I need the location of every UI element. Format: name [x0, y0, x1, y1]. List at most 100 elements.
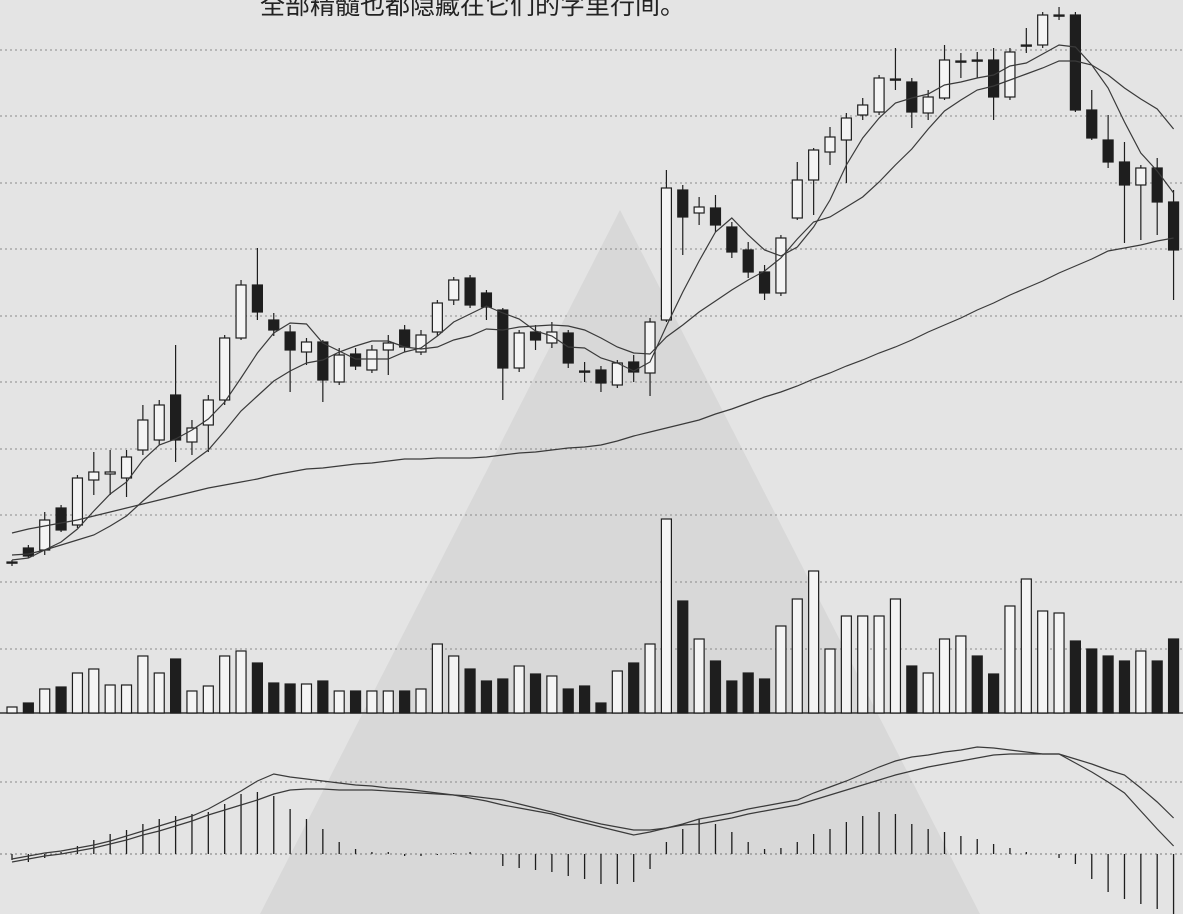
- volume-bar: [775, 625, 787, 714]
- volume-bar: [22, 702, 34, 714]
- volume-bar: [889, 598, 902, 714]
- candle-body: [693, 206, 705, 214]
- volume-bar: [333, 690, 345, 714]
- candle-body: [529, 331, 542, 341]
- volume-bar: [399, 690, 411, 714]
- candle-body: [578, 370, 591, 373]
- volume-bar: [300, 683, 313, 714]
- candle-body: [873, 77, 885, 113]
- candle-body: [857, 104, 869, 116]
- volume-bar: [693, 638, 705, 714]
- volume-bar: [611, 670, 623, 714]
- candle-body: [938, 59, 951, 99]
- volume-bar: [497, 678, 509, 714]
- volume-bar: [742, 672, 754, 714]
- volume-bar: [1069, 640, 1082, 714]
- candle-body: [219, 337, 231, 401]
- volume-bar: [1167, 638, 1180, 714]
- candle-body: [1086, 109, 1098, 139]
- volume-bar: [104, 684, 116, 714]
- volume-bar: [546, 675, 558, 714]
- volume-bar: [120, 684, 133, 714]
- volume-bar: [513, 665, 525, 714]
- candle-body: [611, 362, 623, 386]
- volume-bar: [71, 672, 84, 714]
- volume-bar: [88, 668, 100, 714]
- volume-bar: [366, 690, 378, 714]
- volume-bar: [415, 688, 427, 714]
- volume-bar: [758, 678, 771, 714]
- candle-body: [104, 471, 116, 475]
- candle-body: [480, 292, 493, 308]
- candle-body: [1151, 167, 1163, 203]
- volume-bar: [431, 643, 443, 714]
- candle-body: [153, 404, 165, 441]
- candle-body: [1004, 51, 1016, 98]
- candle-body: [333, 354, 345, 383]
- volume-bar: [1053, 612, 1065, 714]
- volume-bar: [938, 638, 951, 714]
- line: [11, 237, 1174, 534]
- volume-bar: [1020, 578, 1032, 714]
- line: [11, 753, 1175, 863]
- candle-body: [824, 136, 836, 153]
- volume-bar: [349, 690, 362, 714]
- volume-bar: [987, 673, 1000, 714]
- candle-body: [628, 361, 640, 373]
- volume-bar: [726, 680, 738, 714]
- volume-bar: [251, 662, 263, 714]
- volume-bar: [529, 673, 542, 714]
- candle-body: [88, 471, 100, 481]
- candle-body: [513, 332, 525, 369]
- candle-body: [464, 277, 476, 306]
- candle-body: [808, 149, 820, 181]
- background-shape: [260, 210, 980, 914]
- volume-bar: [808, 570, 820, 714]
- volume-bar: [628, 662, 640, 714]
- volume-bar: [235, 650, 247, 714]
- volume-bar: [840, 615, 852, 714]
- volume-bar: [1151, 660, 1163, 714]
- candle-body: [595, 369, 607, 384]
- volume-bar: [857, 615, 869, 714]
- candle-body: [415, 334, 427, 353]
- candle-body: [382, 342, 394, 351]
- candle-body: [300, 341, 313, 353]
- candle-body: [497, 309, 509, 369]
- candle-body: [922, 96, 934, 114]
- volume-bar: [202, 685, 214, 714]
- candle-body: [1167, 201, 1180, 251]
- volume-bar: [971, 655, 983, 714]
- volume-bar: [1135, 650, 1147, 714]
- volume-bar: [578, 685, 591, 714]
- volume-bar: [137, 655, 149, 714]
- line: [11, 60, 1175, 556]
- volume-bar: [464, 668, 476, 714]
- candle-body: [840, 117, 852, 141]
- volume-bar: [448, 655, 460, 714]
- candle-body: [268, 319, 280, 331]
- volume-bar: [562, 688, 574, 714]
- volume-bar: [922, 672, 934, 714]
- volume-bar: [644, 643, 656, 714]
- candle-body: [399, 329, 411, 348]
- volume-bar: [1037, 610, 1049, 714]
- line: [11, 746, 1175, 860]
- candle-body: [971, 59, 983, 62]
- candle-body: [349, 353, 362, 367]
- candle-body: [71, 477, 84, 526]
- candle-body: [546, 331, 558, 344]
- candle-body: [1135, 167, 1147, 186]
- volume-bar: [186, 690, 198, 714]
- volume-bar: [382, 690, 394, 714]
- candle-body: [6, 561, 18, 564]
- candle-body: [677, 189, 689, 218]
- volume-bar: [873, 615, 885, 714]
- candle-body: [775, 237, 787, 294]
- candle-body: [366, 349, 378, 371]
- volume-bar: [595, 702, 607, 714]
- candle-body: [284, 331, 296, 351]
- candle-body: [186, 427, 198, 443]
- candle-body: [709, 207, 722, 226]
